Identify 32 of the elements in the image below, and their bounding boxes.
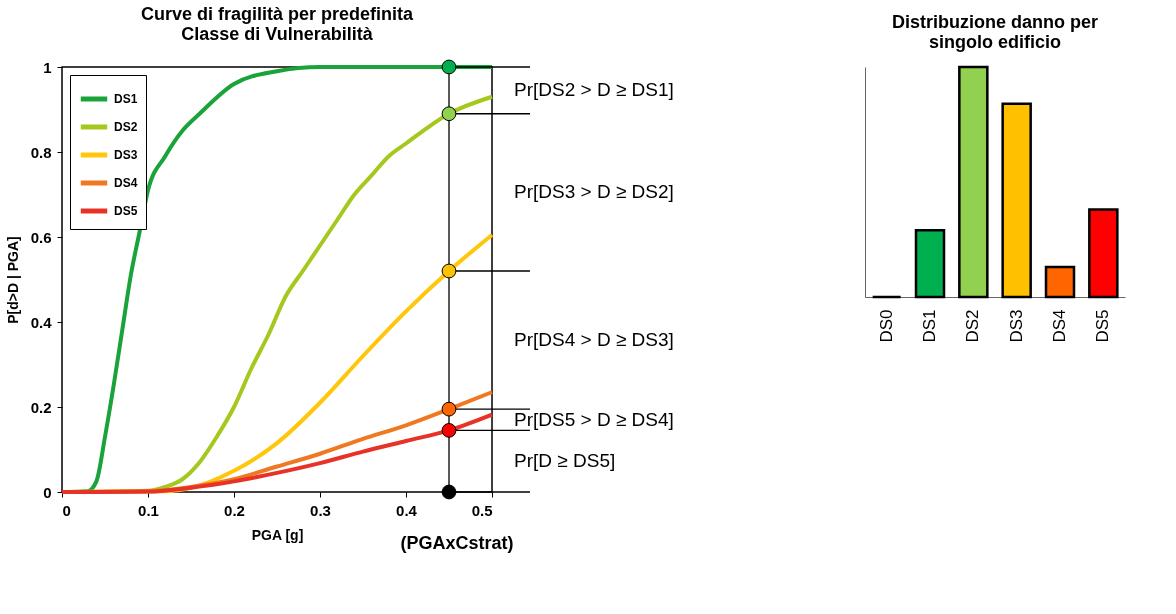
x-tick-label: DS1 <box>920 309 939 343</box>
x-tick-label: 0 <box>62 501 71 519</box>
x-tick-label: DS5 <box>1093 309 1113 343</box>
y-tick-label: 0.2 <box>30 398 52 416</box>
y-tick-label: 0 <box>43 483 52 501</box>
chart-title: Distribuzione danno per singolo edificio <box>891 11 1099 52</box>
x-tick-label: DS0 <box>876 309 896 343</box>
text: Pr[DS2 > D ≥ DS1] <box>514 79 674 101</box>
x-tick-label: 0.2 <box>224 501 245 519</box>
text: Pr[D ≥ DS5] <box>514 450 616 472</box>
x-tick-label: 0.1 <box>138 501 159 519</box>
legend-label: DS3 <box>114 148 138 162</box>
x-axis-title: PGA [g] <box>251 526 304 543</box>
x-tick-label: DS3 <box>1006 309 1026 343</box>
chart-title: Curve di fragilità per predefinita Classe di Vulnerabilità <box>140 4 415 45</box>
legend-label: DS2 <box>114 120 138 134</box>
legend-label: DS5 <box>114 204 138 218</box>
y-tick-label: 0.8 <box>30 143 52 161</box>
y-axis-title: P[d>D | PGA] <box>4 236 21 324</box>
x-tick-label: 0.5 <box>471 501 493 519</box>
y-tick-label: 0.6 <box>30 228 52 246</box>
text: Pr[DS3 > D ≥ DS2] <box>514 181 674 203</box>
text: Pr[DS5 > D ≥ DS4] <box>514 408 674 430</box>
text: Pr[DS4 > D ≥ DS3] <box>514 329 674 351</box>
x-tick-label: 0.4 <box>396 501 418 519</box>
x-tick-label: DS2 <box>963 309 983 343</box>
text: (PGAxCstrat) <box>400 533 514 553</box>
legend-label: DS1 <box>114 92 138 106</box>
x-tick-label: DS4 <box>1050 309 1069 343</box>
x-tick-label: 0.3 <box>310 501 331 519</box>
y-tick-label: 1 <box>43 58 52 76</box>
legend-label: DS4 <box>114 176 138 190</box>
